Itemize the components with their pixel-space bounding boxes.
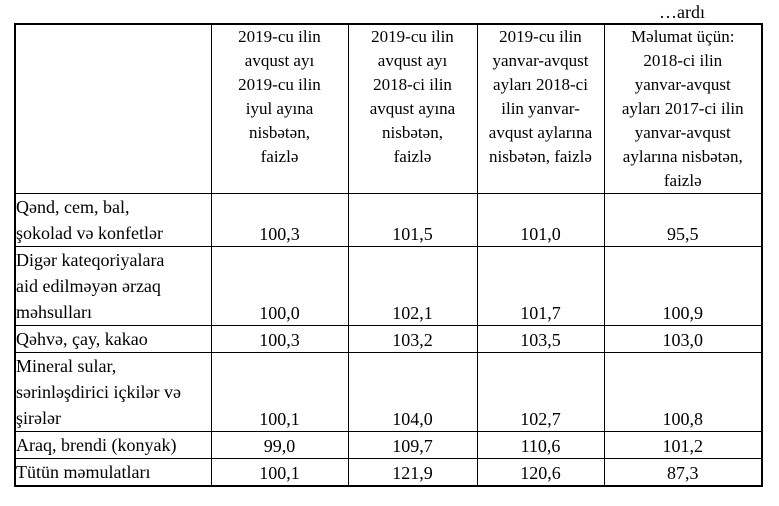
table-row-sugar-jam-honey: Qənd, cem, bal, şokolad və konfetlər 100… (14, 193, 763, 247)
value-cell: 100,3 (210, 325, 349, 353)
row-label-cell: Mineral sular, sərinləşdirici içkilər və… (14, 352, 212, 432)
column-header-janaug2018-vs-janaug2017: Məlumat üçün: 2018-ci ilin yanvar-avqust… (603, 23, 763, 194)
value-cell: 100,0 (210, 246, 349, 326)
value-cell: 87,3 (603, 458, 763, 487)
column-header-janaug2019-vs-janaug2018: 2019-cu ilin yanvar-avqust ayları 2018-c… (476, 23, 605, 194)
value-cell: 101,5 (347, 193, 478, 247)
value-cell: 103,0 (603, 325, 763, 353)
value-cell: 120,6 (476, 458, 605, 487)
value-cell: 101,7 (476, 246, 605, 326)
value-cell: 101,0 (476, 193, 605, 247)
document-page: …ardı 2019-cu ilin avqust ayı 2019-cu il… (14, 2, 763, 487)
value-cell: 100,1 (210, 352, 349, 432)
row-label-cell: Qənd, cem, bal, şokolad və konfetlər (14, 193, 212, 247)
table-row-tobacco-products: Tütün məmulatları 100,1 121,9 120,6 87,3 (14, 458, 763, 487)
continuation-label: …ardı (659, 2, 705, 22)
value-cell: 103,2 (347, 325, 478, 353)
value-cell: 100,1 (210, 458, 349, 487)
value-cell: 100,3 (210, 193, 349, 247)
price-index-table: 2019-cu ilin avqust ayı 2019-cu ilin iyu… (14, 23, 763, 487)
value-cell: 110,6 (476, 431, 605, 459)
value-cell: 102,1 (347, 246, 478, 326)
value-cell: 121,9 (347, 458, 478, 487)
value-cell: 99,0 (210, 431, 349, 459)
table-row-vodka-brandy: Araq, brendi (konyak) 99,0 109,7 110,6 1… (14, 431, 763, 459)
row-label-cell: Araq, brendi (konyak) (14, 431, 212, 459)
table-row-other-food-products: Digər kateqoriyalara aid edilməyən ərzaq… (14, 246, 763, 326)
table-header-row: 2019-cu ilin avqust ayı 2019-cu ilin iyu… (14, 23, 763, 194)
value-cell: 100,8 (603, 352, 763, 432)
value-cell: 100,9 (603, 246, 763, 326)
row-label-cell: Tütün məmulatları (14, 458, 212, 487)
value-cell: 95,5 (603, 193, 763, 247)
table-row-coffee-tea-cocoa: Qəhvə, çay, kakao 100,3 103,2 103,5 103,… (14, 325, 763, 353)
corner-cell (14, 23, 212, 194)
value-cell: 109,7 (347, 431, 478, 459)
value-cell: 104,0 (347, 352, 478, 432)
row-label-cell: Qəhvə, çay, kakao (14, 325, 212, 353)
row-label-cell: Digər kateqoriyalara aid edilməyən ərzaq… (14, 246, 212, 326)
table-row-mineral-waters-drinks: Mineral sular, sərinləşdirici içkilər və… (14, 352, 763, 432)
value-cell: 101,2 (603, 431, 763, 459)
value-cell: 102,7 (476, 352, 605, 432)
column-header-aug2019-vs-aug2018: 2019-cu ilin avqust ayı 2018-ci ilin avq… (347, 23, 478, 194)
value-cell: 103,5 (476, 325, 605, 353)
column-header-aug2019-vs-jul2019: 2019-cu ilin avqust ayı 2019-cu ilin iyu… (210, 23, 349, 194)
